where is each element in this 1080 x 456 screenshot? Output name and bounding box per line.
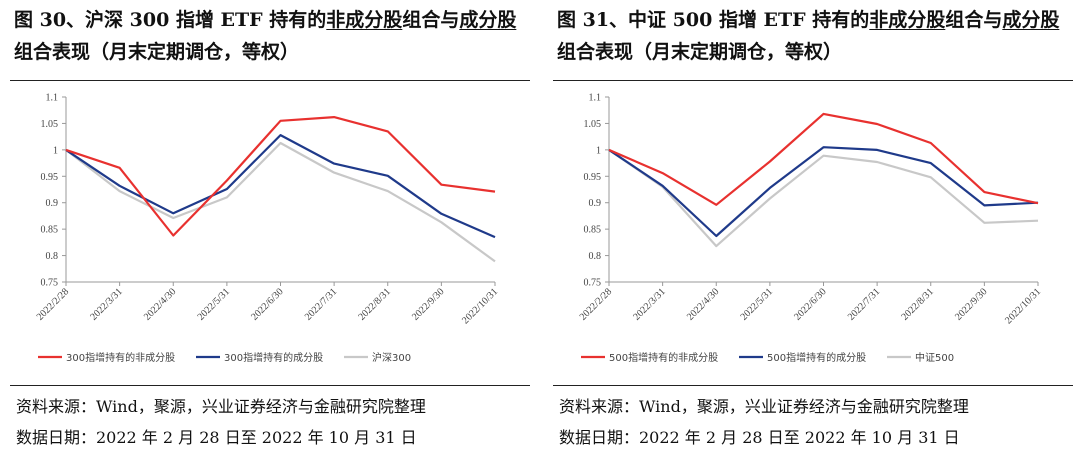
x-tick-label: 2022/4/30	[685, 286, 721, 322]
date-note: 数据日期：2022 年 2 月 28 日至 2022 年 10 月 31 日	[16, 428, 417, 447]
x-tick-label: 2022/2/28	[35, 286, 71, 322]
x-tick-label: 2022/3/31	[631, 286, 667, 322]
bottom-rule	[10, 385, 530, 386]
x-tick-label: 2022/2/28	[578, 286, 614, 322]
x-tick-label: 2022/3/31	[88, 286, 124, 322]
right-panel: 图 31、中证 500 指增 ETF 持有的非成分股组合与成分股组合表现（月末定…	[553, 0, 1080, 456]
y-tick-label: 1	[53, 145, 58, 156]
x-tick-label: 2022/8/31	[899, 286, 935, 322]
y-tick-label: 0.8	[589, 251, 602, 262]
x-tick-label: 2022/7/31	[303, 286, 339, 322]
series-line-2	[65, 133, 496, 239]
x-tick-label: 2022/9/30	[953, 286, 989, 322]
source-note: 资料来源：Wind，聚源，兴业证券经济与金融研究院整理	[16, 397, 426, 416]
y-tick-label: 1.05	[41, 119, 59, 130]
legend-label-1: 300指增持有的非成分股	[66, 351, 175, 364]
legend-label-3: 沪深300	[372, 351, 411, 364]
y-tick-label: 0.95	[584, 172, 602, 183]
legend-label-2: 500指增持有的成分股	[767, 351, 866, 364]
legend-label-2: 300指增持有的成分股	[224, 351, 323, 364]
x-tick-label: 2022/5/31	[196, 286, 232, 322]
x-tick-label: 2022/9/30	[410, 286, 446, 322]
y-tick-label: 1.1	[589, 93, 602, 104]
y-tick-label: 0.85	[584, 225, 602, 236]
x-tick-label: 2022/10/31	[460, 286, 500, 326]
top-rule	[10, 80, 530, 81]
x-tick-label: 2022/5/31	[739, 286, 775, 322]
x-tick-label: 2022/4/30	[142, 286, 178, 322]
x-tick-label: 2022/6/30	[792, 286, 828, 322]
y-tick-label: 1.1	[46, 93, 59, 104]
bottom-rule	[553, 385, 1073, 386]
series-line-1	[608, 112, 1039, 206]
x-tick-label: 2022/8/31	[356, 286, 392, 322]
date-note: 数据日期：2022 年 2 月 28 日至 2022 年 10 月 31 日	[559, 428, 960, 447]
x-tick-label: 2022/10/31	[1003, 286, 1043, 326]
x-tick-label: 2022/6/30	[249, 286, 285, 322]
figure-title: 图 30、沪深 300 指增 ETF 持有的非成分股组合与成分股组合表现（月末定…	[14, 9, 517, 63]
y-tick-label: 0.9	[46, 198, 59, 209]
top-rule	[553, 80, 1073, 81]
legend-label-1: 500指增持有的非成分股	[609, 351, 718, 364]
left-panel: 图 30、沪深 300 指增 ETF 持有的非成分股组合与成分股组合表现（月末定…	[10, 0, 540, 456]
y-tick-label: 0.75	[584, 278, 602, 289]
legend-label-3: 中证500	[915, 351, 954, 364]
series-line-3	[608, 148, 1039, 248]
figure-title: 图 31、中证 500 指增 ETF 持有的非成分股组合与成分股组合表现（月末定…	[557, 9, 1060, 63]
y-tick-label: 1.05	[584, 119, 602, 130]
line-chart: 0.75 0.8 0.85 0.9 0.95 1 1.05 1.1 2022/2/28 2022/…	[35, 93, 500, 365]
y-tick-label: 0.9	[589, 198, 602, 209]
y-tick-label: 0.8	[46, 251, 59, 262]
line-chart: 0.75 0.8 0.85 0.9 0.95 1 1.05 1.1 2022/2/28 2022/…	[578, 93, 1043, 365]
series-line-2	[608, 146, 1039, 238]
series-line-3	[65, 141, 496, 263]
y-tick-label: 0.95	[41, 172, 59, 183]
series-line-1	[65, 115, 496, 237]
x-tick-label: 2022/7/31	[846, 286, 882, 322]
y-tick-label: 1	[596, 145, 601, 156]
y-tick-label: 0.85	[41, 225, 59, 236]
y-tick-label: 0.75	[41, 278, 59, 289]
source-note: 资料来源：Wind，聚源，兴业证券经济与金融研究院整理	[559, 397, 969, 416]
